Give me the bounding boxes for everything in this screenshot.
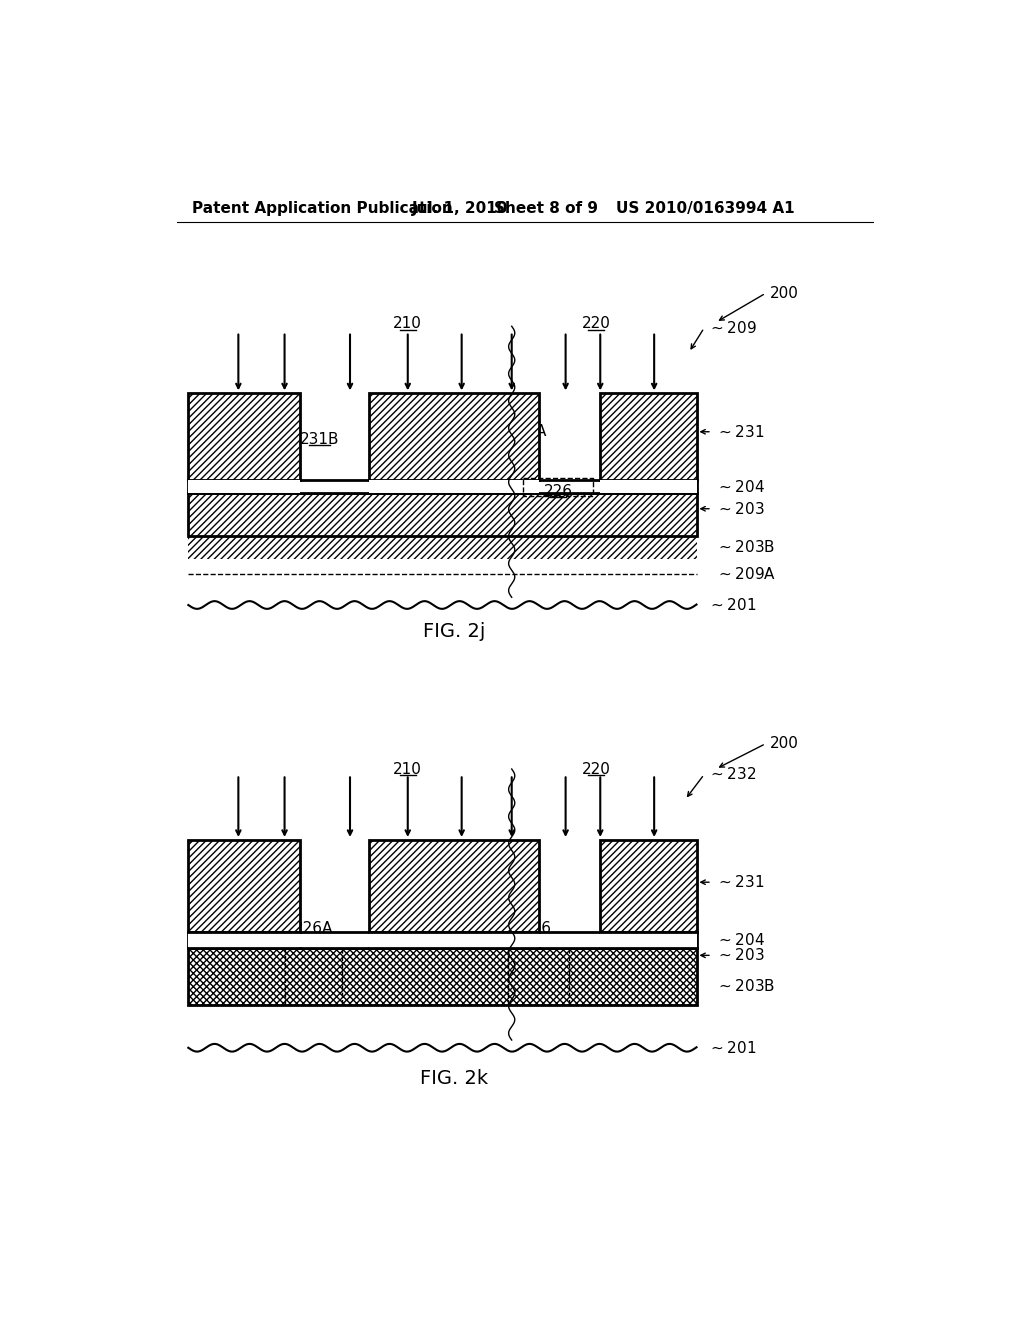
Text: Jul. 1, 2010: Jul. 1, 2010 [412,201,508,216]
Bar [600,393,696,480]
Text: 226: 226 [522,921,552,936]
Bar [600,480,696,494]
Text: 220: 220 [582,317,611,331]
Bar [188,932,696,948]
Text: 220: 220 [582,762,611,776]
Bar [188,536,696,558]
Bar [188,948,696,1006]
Text: $\sim$204: $\sim$204 [716,479,765,495]
Bar [188,536,696,558]
Text: $\sim$232: $\sim$232 [708,767,757,783]
Bar [188,393,300,480]
Text: $\sim$203: $\sim$203 [716,500,764,516]
Text: $\sim$201: $\sim$201 [708,1040,757,1056]
Text: 200: 200 [770,285,799,301]
Text: 200: 200 [770,737,799,751]
Text: $\sim$231: $\sim$231 [716,874,764,890]
Bar [188,480,696,494]
Text: 226: 226 [544,483,572,499]
Text: 226A: 226A [294,921,334,936]
Bar [188,480,300,494]
Bar [370,480,539,494]
Bar [188,393,300,480]
Bar [370,393,539,480]
Text: $\sim$204: $\sim$204 [716,932,765,948]
Bar [370,393,539,480]
Text: 210: 210 [393,762,422,776]
Text: $\sim$203B: $\sim$203B [716,978,775,994]
Text: Patent Application Publication: Patent Application Publication [193,201,453,216]
Bar [188,494,696,536]
Bar [188,932,300,948]
Text: FIG. 2j: FIG. 2j [423,623,485,642]
Bar [370,932,539,948]
Bar [188,840,300,932]
Bar [188,948,696,1006]
Text: $\sim$203B: $\sim$203B [716,540,775,556]
Text: 231A: 231A [508,424,547,440]
Bar [370,840,539,932]
Text: US 2010/0163994 A1: US 2010/0163994 A1 [615,201,795,216]
Bar [188,494,696,536]
Text: 210: 210 [393,317,422,331]
Bar [600,840,696,932]
Text: 231B: 231B [299,432,339,447]
Text: $\sim$209A: $\sim$209A [716,566,776,582]
Text: $\sim$201: $\sim$201 [708,597,757,612]
Bar [600,393,696,480]
Text: Sheet 8 of 9: Sheet 8 of 9 [494,201,598,216]
Bar [188,840,300,932]
Bar [370,840,539,932]
Text: $\sim$203: $\sim$203 [716,948,764,964]
Text: FIG. 2k: FIG. 2k [420,1069,488,1088]
Text: $\sim$231: $\sim$231 [716,424,764,440]
Bar [600,840,696,932]
Text: $\sim$209: $\sim$209 [708,319,757,335]
Bar [600,932,696,948]
